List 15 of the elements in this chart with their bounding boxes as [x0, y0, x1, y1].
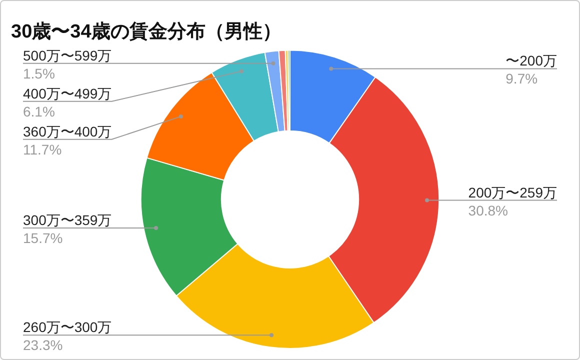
- slice-label: 〜200万: [506, 52, 557, 69]
- chart-title: 30歳〜34歳の賃金分布（男性）: [11, 20, 282, 43]
- slice-label: 400万〜499万: [23, 85, 112, 102]
- slice-label: 200万〜259万: [468, 184, 557, 200]
- data-label: 23.3%: [23, 337, 63, 354]
- slice-label: 360万〜400万: [23, 123, 112, 140]
- data-label: 15.7%: [23, 230, 63, 246]
- slice-label: 260万〜300万: [23, 319, 112, 336]
- slice-label: 500万〜599万: [23, 47, 112, 64]
- data-label: 11.7%: [23, 141, 62, 158]
- data-label: 1.5%: [23, 65, 55, 82]
- data-label: 9.7%: [506, 70, 538, 87]
- data-label: 6.1%: [23, 103, 55, 120]
- slice-label: 300万〜359万: [23, 212, 112, 228]
- data-label: 30.8%: [468, 202, 508, 218]
